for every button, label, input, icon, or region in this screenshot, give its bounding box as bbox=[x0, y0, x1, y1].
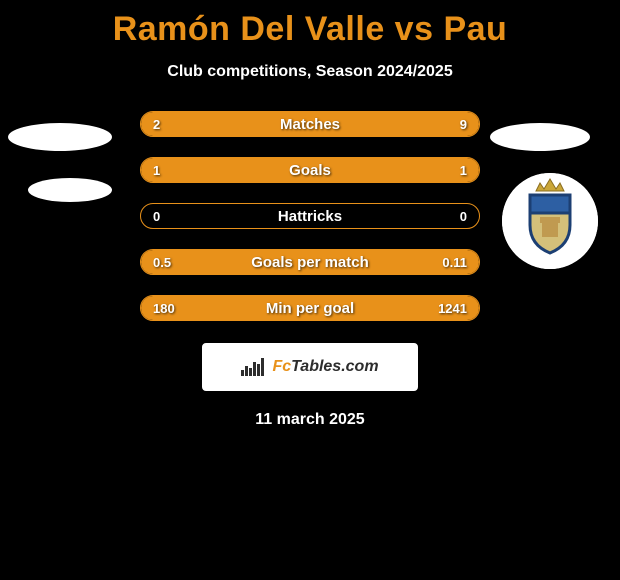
right-team-badge bbox=[502, 173, 598, 269]
stat-value-left: 0.5 bbox=[153, 255, 171, 270]
stat-value-right: 1241 bbox=[438, 301, 467, 316]
logo-text-tables: Tables.com bbox=[291, 358, 378, 375]
subtitle: Club competitions, Season 2024/2025 bbox=[0, 63, 620, 81]
date-label: 11 march 2025 bbox=[0, 411, 620, 429]
stat-value-left: 0 bbox=[153, 209, 160, 224]
bar-chart-icon bbox=[241, 358, 264, 376]
logo-text-fc: Fc bbox=[272, 358, 291, 375]
ponferradina-crest-icon bbox=[502, 173, 598, 269]
stat-value-right: 0.11 bbox=[442, 255, 467, 270]
stat-fill-left bbox=[141, 158, 310, 182]
stat-label: Min per goal bbox=[266, 300, 354, 317]
stat-label: Matches bbox=[280, 116, 340, 133]
right-player-blob-1 bbox=[490, 123, 590, 151]
page-title: Ramón Del Valle vs Pau bbox=[0, 0, 620, 49]
stat-value-left: 180 bbox=[153, 301, 175, 316]
stat-row: 0 Hattricks 0 bbox=[140, 203, 480, 229]
left-player-blob-1 bbox=[8, 123, 112, 151]
logo-text: FcTables.com bbox=[272, 358, 378, 376]
stat-row: 0.5 Goals per match 0.11 bbox=[140, 249, 480, 275]
stat-label: Goals per match bbox=[251, 254, 369, 271]
left-player-blob-2 bbox=[28, 178, 112, 202]
stat-fill-right bbox=[202, 112, 479, 136]
stat-label: Hattricks bbox=[278, 208, 342, 225]
stat-value-left: 1 bbox=[153, 163, 160, 178]
stat-fill-right bbox=[310, 158, 479, 182]
stat-value-right: 0 bbox=[460, 209, 467, 224]
stat-value-right: 9 bbox=[460, 117, 467, 132]
stat-row: 1 Goals 1 bbox=[140, 157, 480, 183]
stat-label: Goals bbox=[289, 162, 331, 179]
stat-row: 180 Min per goal 1241 bbox=[140, 295, 480, 321]
stat-fill-left bbox=[141, 112, 202, 136]
stat-row: 2 Matches 9 bbox=[140, 111, 480, 137]
stat-value-left: 2 bbox=[153, 117, 160, 132]
fctables-logo: FcTables.com bbox=[202, 343, 418, 391]
stats-comparison: 2 Matches 9 1 Goals 1 0 Hattricks 0 0.5 Goals per … bbox=[140, 111, 480, 321]
stat-value-right: 1 bbox=[460, 163, 467, 178]
